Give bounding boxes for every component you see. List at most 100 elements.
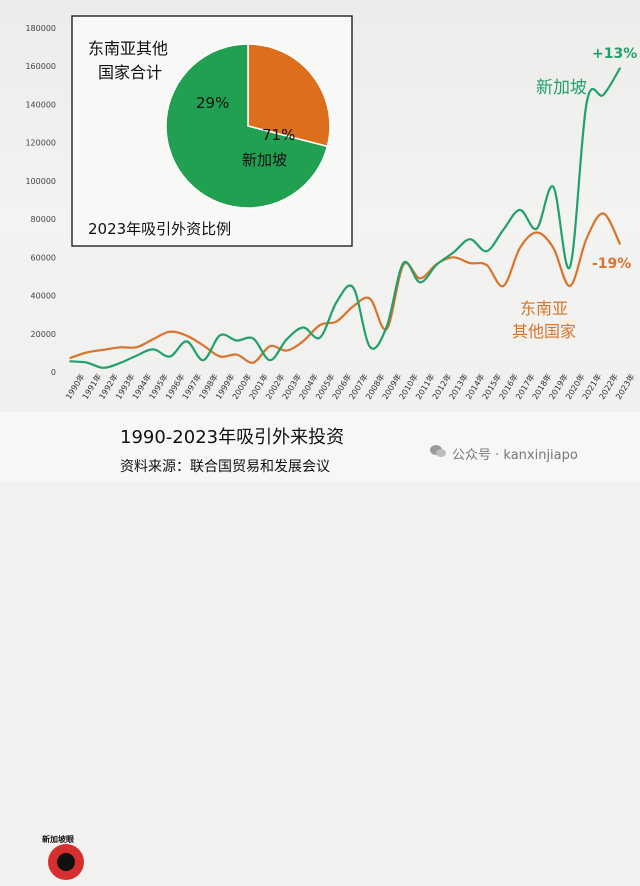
data-point-other-asean: [552, 247, 555, 249]
data-point-other-asean: [102, 349, 105, 351]
data-point-singapore: [185, 340, 188, 343]
annotation-sg-label: 新加坡: [536, 78, 587, 98]
y-tick-label: 0: [51, 368, 56, 377]
watermark: 公众号 · kanxinjiapo: [452, 448, 578, 463]
data-point-other-asean: [469, 262, 471, 264]
chart-source: 资料来源：联合国贸易和发展会议: [120, 459, 330, 475]
y-tick-label: 120000: [25, 139, 56, 148]
data-point-singapore: [85, 361, 88, 364]
y-tick-label: 100000: [25, 177, 56, 186]
logo-eye-icon: [57, 853, 75, 871]
data-point-singapore: [435, 263, 438, 266]
pie-label-sg-name: 新加坡: [242, 151, 287, 169]
data-point-other-asean: [219, 355, 221, 358]
data-point-other-asean: [202, 344, 205, 347]
data-point-singapore: [285, 338, 288, 341]
data-point-singapore: [69, 360, 71, 363]
data-point-other-asean: [269, 345, 271, 348]
y-tick-label: 180000: [25, 24, 56, 33]
data-point-singapore: [302, 326, 305, 329]
logo: 新加坡眼: [42, 834, 94, 886]
data-point-other-asean: [585, 237, 588, 239]
fdi-line-chart: 0 20000 40000 60000 80000 100000 120000 140000 1…: [25, 15, 637, 401]
data-point-other-asean: [452, 256, 455, 259]
data-point-singapore: [219, 334, 221, 337]
data-point-singapore: [519, 209, 521, 211]
y-tick-label: 20000: [31, 330, 56, 339]
data-point-other-asean: [319, 324, 321, 326]
pie-slice-other-asean: [247, 43, 331, 148]
data-point-other-asean: [119, 346, 121, 349]
data-point-other-asean: [619, 243, 621, 245]
data-point-other-asean: [519, 247, 521, 249]
annotation-sg-change: +13%: [592, 46, 637, 62]
y-tick-label: 40000: [31, 292, 56, 301]
pie-caption: 2023年吸引外资比例: [88, 220, 231, 238]
data-point-singapore: [352, 286, 355, 289]
data-point-other-asean: [569, 285, 571, 287]
y-tick-label: 80000: [31, 215, 56, 224]
data-point-other-asean: [302, 340, 305, 342]
data-point-singapore: [419, 281, 421, 284]
data-point-other-asean: [335, 320, 338, 323]
pie-slice-singapore: [165, 43, 329, 209]
data-point-other-asean: [169, 330, 171, 333]
data-point-singapore: [385, 325, 388, 328]
data-point-singapore: [202, 359, 205, 362]
data-point-other-asean: [185, 334, 188, 337]
data-point-singapore: [335, 301, 338, 303]
data-point-other-asean: [419, 277, 421, 280]
annotation-other-change: -19%: [592, 256, 631, 272]
data-point-singapore: [619, 67, 621, 69]
data-point-singapore: [502, 229, 505, 231]
y-tick-label: 160000: [25, 62, 56, 71]
data-point-singapore: [102, 367, 105, 369]
data-point-singapore: [152, 348, 155, 351]
data-point-singapore: [569, 266, 571, 268]
data-point-singapore: [452, 251, 455, 254]
series-line-other-asean: [69, 212, 621, 364]
data-point-singapore: [585, 101, 588, 104]
y-tick-label: 140000: [25, 100, 56, 109]
data-point-other-asean: [602, 212, 605, 215]
data-point-singapore: [602, 94, 605, 96]
annotation-other-label-2: 其他国家: [512, 322, 576, 341]
data-point-singapore: [252, 337, 255, 340]
data-point-singapore: [319, 336, 321, 339]
data-point-singapore: [235, 339, 238, 342]
data-point-other-asean: [152, 338, 155, 340]
data-point-singapore: [135, 354, 138, 357]
chart-title: 1990-2023年吸引外来投资: [120, 427, 345, 448]
data-point-other-asean: [69, 357, 71, 359]
data-point-other-asean: [352, 305, 355, 308]
data-point-singapore: [402, 262, 405, 264]
data-point-other-asean: [485, 264, 488, 266]
data-point-singapore: [269, 359, 271, 362]
data-point-other-asean: [285, 349, 288, 352]
data-point-singapore: [552, 186, 555, 188]
wechat-icon: [430, 445, 446, 457]
data-point-other-asean: [85, 351, 88, 354]
data-point-other-asean: [535, 231, 538, 234]
data-point-singapore: [169, 355, 171, 358]
data-point-other-asean: [252, 361, 255, 364]
data-point-singapore: [119, 362, 121, 364]
data-point-other-asean: [369, 297, 371, 300]
pie-title-line1: 东南亚其他: [88, 39, 168, 58]
data-point-other-asean: [502, 285, 505, 287]
annotation-other-label-1: 东南亚: [520, 299, 568, 318]
data-point-singapore: [485, 250, 488, 252]
logo-text: 新加坡眼: [42, 835, 74, 844]
footer: 新加坡眼: [0, 412, 640, 880]
data-point-singapore: [535, 227, 538, 230]
data-point-other-asean: [235, 353, 238, 356]
pie-label-other-pct: 29%: [196, 94, 229, 112]
data-point-other-asean: [135, 346, 138, 349]
data-point-singapore: [369, 346, 371, 348]
data-point-singapore: [469, 238, 471, 240]
y-tick-label: 60000: [31, 253, 56, 262]
pie-title-line2: 国家合计: [98, 63, 162, 82]
pie-label-sg-pct: 71%: [262, 126, 295, 144]
